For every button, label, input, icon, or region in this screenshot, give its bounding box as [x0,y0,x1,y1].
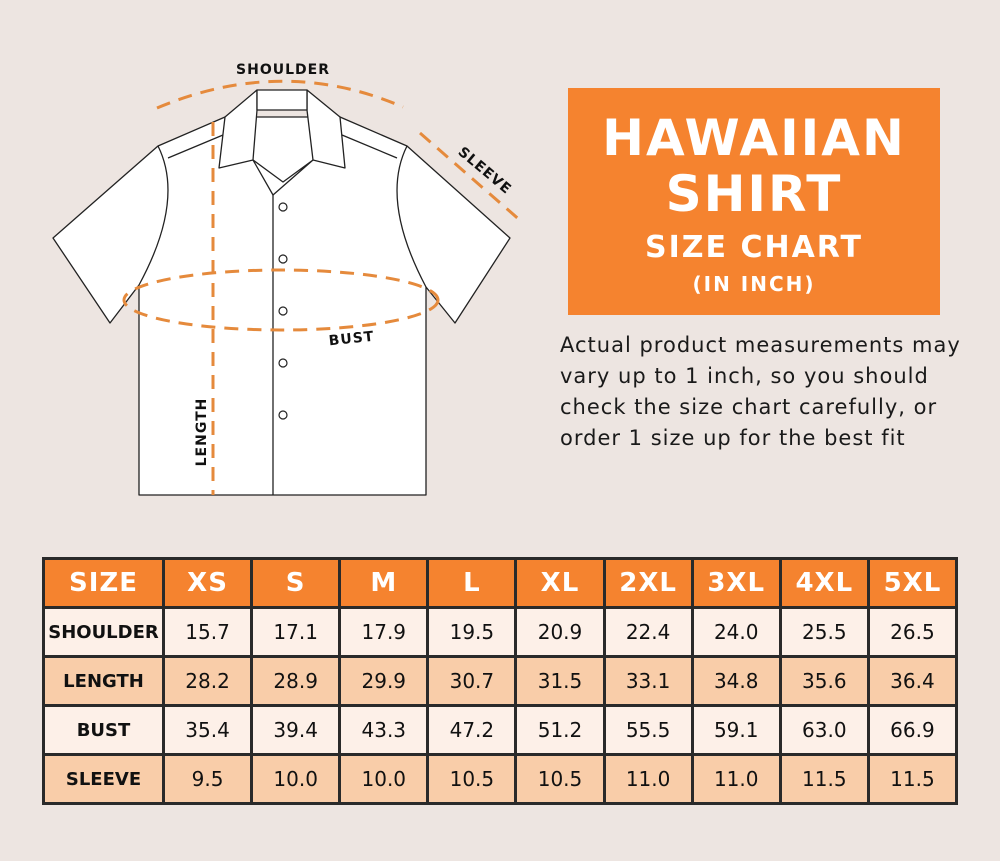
shirt-diagram: SHOULDER SLEEVE BUST LENGTH [52,62,523,496]
table-cell: 28.2 [161,655,254,707]
table-cell: 43.3 [338,704,430,756]
table-cell: 19.5 [426,606,518,658]
table-cell: 29.9 [338,655,430,707]
table-cell: 28.9 [250,655,342,707]
shirt-outline [52,89,511,496]
table-cell: 25.5 [778,606,870,658]
table-cell: 11.0 [602,753,694,805]
table-cell: 30.7 [426,655,518,707]
table-cell: 59.1 [690,704,782,756]
table-row: BUST 35.4 39.4 43.3 47.2 51.2 55.5 59.1 63.0 66.9 [42,704,959,756]
table-cell: 15.7 [161,606,254,658]
measurement-note: Actual product measurements may vary up … [560,333,961,450]
table-cell: 11.5 [778,753,870,805]
table-cell: 20.9 [514,606,606,658]
table-cell: 33.1 [602,655,694,707]
size-table: SIZE XS S M L XL 2XL 3XL 4XL 5XL SHOULDER 15.7 17.1… [42,557,959,805]
table-cell: 55.5 [602,704,694,756]
table-cell: 39.4 [250,704,342,756]
table-cell: 17.1 [250,606,342,658]
bust-label: BUST [328,329,375,350]
row-label: BUST [42,704,165,756]
table-cell: 35.6 [778,655,870,707]
table-cell: 9.5 [161,753,254,805]
shoulder-label: SHOULDER [236,62,330,78]
table-cell: 31.5 [514,655,606,707]
table-cell: 66.9 [866,704,959,756]
row-label: SLEEVE [42,753,165,805]
column-header: XS [161,557,254,609]
table-cell: 35.4 [161,704,254,756]
table-cell: 10.0 [338,753,430,805]
column-header: 4XL [778,557,870,609]
table-row: LENGTH 28.2 28.9 29.9 30.7 31.5 33.1 34.8 35.6 36… [42,655,959,707]
table-cell: 11.0 [690,753,782,805]
length-label: LENGTH [194,398,210,467]
header-row: SIZE XS S M L XL 2XL 3XL 4XL 5XL [42,557,959,609]
column-header: S [250,557,342,609]
table-cell: 51.2 [514,704,606,756]
subtitle: SIZE CHART [644,230,864,265]
column-header: 3XL [690,557,782,609]
shoulder-line [156,79,404,110]
table-cell: 17.9 [338,606,430,658]
table-cell: 11.5 [866,753,959,805]
table-cell: 63.0 [778,704,870,756]
title-box: HAWAIIAN SHIRT SIZE CHART (IN INCH) [568,88,940,315]
column-header: L [426,557,518,609]
column-header: SIZE [42,557,165,609]
measure-lines [122,79,523,495]
table-cell: 36.4 [866,655,959,707]
table-cell: 10.0 [250,753,342,805]
unit-label: (IN INCH) [692,272,816,296]
table-cell: 22.4 [602,606,694,658]
title-line-1: HAWAIIAN [602,109,906,167]
table-cell: 34.8 [690,655,782,707]
row-label: SHOULDER [42,606,165,658]
table-row: SHOULDER 15.7 17.1 17.9 19.5 20.9 22.4 24.0 25.5… [42,606,959,658]
table-row: SLEEVE 9.5 10.0 10.0 10.5 10.5 11.0 11.0 11.5 11.… [42,753,959,805]
column-header: M [338,557,430,609]
table-cell: 47.2 [426,704,518,756]
buttons [278,202,288,420]
row-label: LENGTH [42,655,165,707]
table-cell: 26.5 [866,606,959,658]
column-header: 5XL [866,557,959,609]
column-header: 2XL [602,557,694,609]
table-cell: 10.5 [426,753,518,805]
column-header: XL [514,557,606,609]
table-cell: 10.5 [514,753,606,805]
title-line-2: SHIRT [665,165,843,223]
table-cell: 24.0 [690,606,782,658]
bust-line [122,268,440,332]
